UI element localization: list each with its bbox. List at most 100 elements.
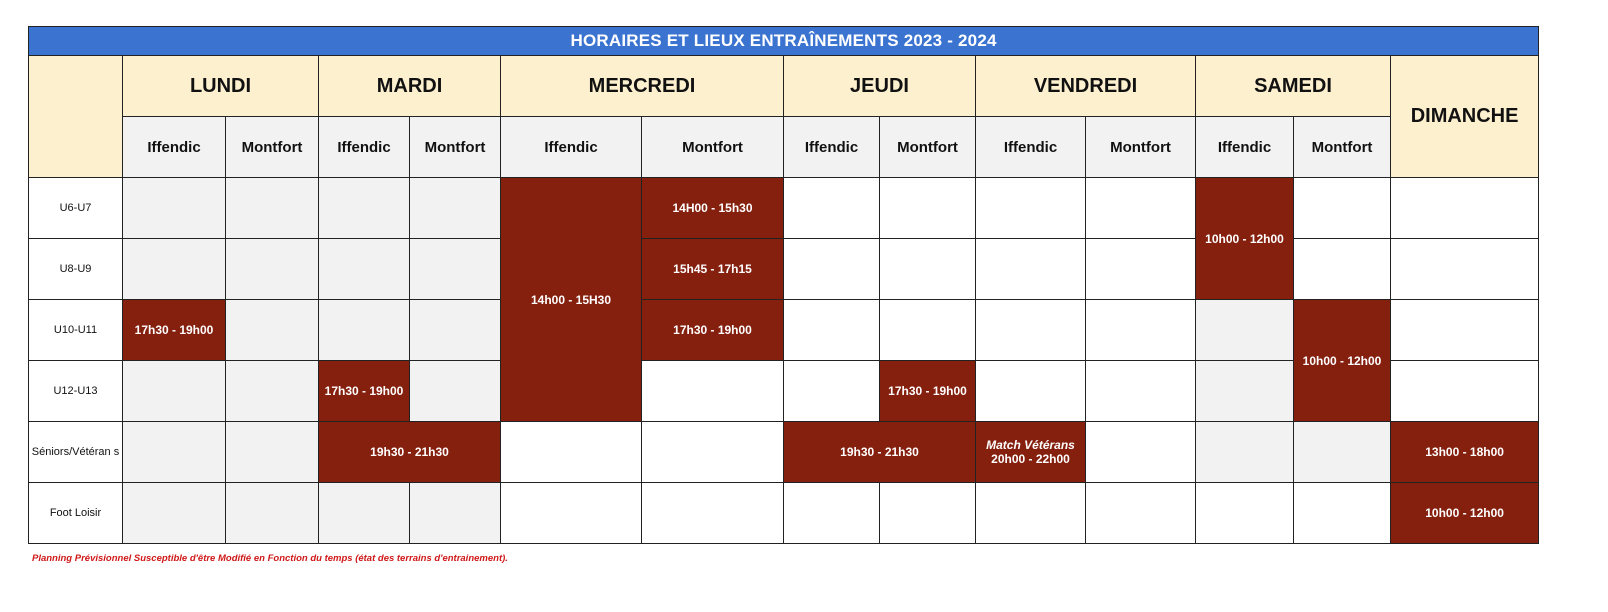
empty-cell	[318, 177, 410, 239]
empty-cell	[879, 299, 976, 361]
location-samedi-montfort: Montfort	[1293, 116, 1391, 178]
slot-samedi-iffendic: 10h00 - 12h00	[1195, 177, 1294, 300]
empty-cell	[783, 177, 880, 239]
category-seniors-veterans: Séniors/Vétéran s	[28, 421, 123, 483]
location-mardi-montfort: Montfort	[409, 116, 501, 178]
empty-cell	[783, 482, 880, 544]
empty-cell	[225, 421, 319, 483]
empty-cell	[1195, 482, 1294, 544]
empty-cell	[879, 482, 976, 544]
empty-cell	[500, 482, 642, 544]
empty-cell	[225, 299, 319, 361]
location-mardi-iffendic: Iffendic	[318, 116, 410, 178]
empty-cell	[1293, 482, 1391, 544]
empty-cell	[1195, 299, 1294, 361]
corner-cell	[28, 55, 123, 178]
day-header-samedi: SAMEDI	[1195, 55, 1391, 117]
slot-mardi-iffendic-u12-u13: 17h30 - 19h00	[318, 360, 410, 422]
empty-cell	[1085, 238, 1196, 300]
empty-cell	[1389, 299, 1540, 361]
empty-cell	[409, 299, 501, 361]
location-jeudi-iffendic: Iffendic	[783, 116, 880, 178]
slot-mardi-seniors: 19h30 - 21h30	[318, 421, 501, 483]
category-u6-u7: U6-U7	[28, 177, 123, 239]
empty-cell	[783, 360, 880, 422]
empty-cell	[225, 177, 319, 239]
empty-cell	[1085, 299, 1196, 361]
empty-cell	[1389, 360, 1540, 422]
day-header-mercredi: MERCREDI	[500, 55, 784, 117]
location-jeudi-montfort: Montfort	[879, 116, 976, 178]
empty-cell	[783, 299, 880, 361]
empty-cell	[1293, 421, 1391, 483]
slot-mercredi-montfort-u10-u11: 17h30 - 19h00	[641, 299, 784, 361]
empty-cell	[409, 238, 501, 300]
location-mercredi-montfort: Montfort	[641, 116, 784, 178]
empty-cell	[1389, 177, 1540, 239]
empty-cell	[1293, 177, 1391, 239]
empty-cell	[318, 482, 410, 544]
slot-mercredi-montfort-u6-u7: 14H00 - 15h30	[641, 177, 784, 239]
empty-cell	[1195, 421, 1294, 483]
slot-mercredi-iffendic: 14h00 - 15H30	[500, 177, 642, 422]
day-header-lundi: LUNDI	[122, 55, 319, 117]
schedule-title: HORAIRES ET LIEUX ENTRAÎNEMENTS 2023 - 2…	[27, 26, 1540, 56]
empty-cell	[1085, 421, 1196, 483]
empty-cell	[1195, 360, 1294, 422]
empty-cell	[1293, 238, 1391, 300]
empty-cell	[641, 482, 784, 544]
empty-cell	[122, 482, 226, 544]
day-header-vendredi: VENDREDI	[975, 55, 1196, 117]
slot-dimanche-loisir: 10h00 - 12h00	[1389, 482, 1540, 544]
location-samedi-iffendic: Iffendic	[1195, 116, 1294, 178]
empty-cell	[641, 360, 784, 422]
empty-cell	[500, 421, 642, 483]
slot-samedi-montfort: 10h00 - 12h00	[1293, 299, 1391, 422]
day-header-jeudi: JEUDI	[783, 55, 976, 117]
empty-cell	[975, 299, 1086, 361]
empty-cell	[318, 299, 410, 361]
empty-cell	[1085, 482, 1196, 544]
empty-cell	[975, 177, 1086, 239]
location-lundi-montfort: Montfort	[225, 116, 319, 178]
location-vendredi-iffendic: Iffendic	[975, 116, 1086, 178]
empty-cell	[225, 238, 319, 300]
empty-cell	[975, 238, 1086, 300]
empty-cell	[1085, 360, 1196, 422]
match-label: Match Vétérans	[986, 438, 1075, 452]
category-u10-u11: U10-U11	[28, 299, 123, 361]
empty-cell	[122, 421, 226, 483]
category-u12-u13: U12-U13	[28, 360, 123, 422]
empty-cell	[879, 238, 976, 300]
empty-cell	[225, 360, 319, 422]
slot-lundi-iffendic-u10-u11: 17h30 - 19h00	[122, 299, 226, 361]
training-schedule-table: HORAIRES ET LIEUX ENTRAÎNEMENTS 2023 - 2…	[27, 26, 1540, 544]
slot-mercredi-montfort-u8-u9: 15h45 - 17h15	[641, 238, 784, 300]
empty-cell	[409, 360, 501, 422]
slot-vendredi-match-veterans: Match Vétérans 20h00 - 22h00	[975, 421, 1086, 483]
location-vendredi-montfort: Montfort	[1085, 116, 1196, 178]
empty-cell	[122, 177, 226, 239]
empty-cell	[783, 238, 880, 300]
category-foot-loisir: Foot Loisir	[28, 482, 123, 544]
day-header-dimanche: DIMANCHE	[1389, 55, 1540, 178]
empty-cell	[122, 238, 226, 300]
category-u8-u9: U8-U9	[28, 238, 123, 300]
empty-cell	[641, 421, 784, 483]
empty-cell	[975, 360, 1086, 422]
empty-cell	[1085, 177, 1196, 239]
location-mercredi-iffendic: Iffendic	[500, 116, 642, 178]
empty-cell	[318, 238, 410, 300]
empty-cell	[1389, 238, 1540, 300]
empty-cell	[225, 482, 319, 544]
empty-cell	[879, 177, 976, 239]
empty-cell	[975, 482, 1086, 544]
slot-dimanche-seniors: 13h00 - 18h00	[1389, 421, 1540, 483]
empty-cell	[409, 177, 501, 239]
match-time: 20h00 - 22h00	[991, 452, 1070, 466]
schedule-footnote: Planning Prévisionnel Susceptible d'être…	[32, 553, 508, 564]
slot-jeudi-montfort-u12-u13: 17h30 - 19h00	[879, 360, 976, 422]
empty-cell	[409, 482, 501, 544]
location-lundi-iffendic: Iffendic	[122, 116, 226, 178]
empty-cell	[122, 360, 226, 422]
